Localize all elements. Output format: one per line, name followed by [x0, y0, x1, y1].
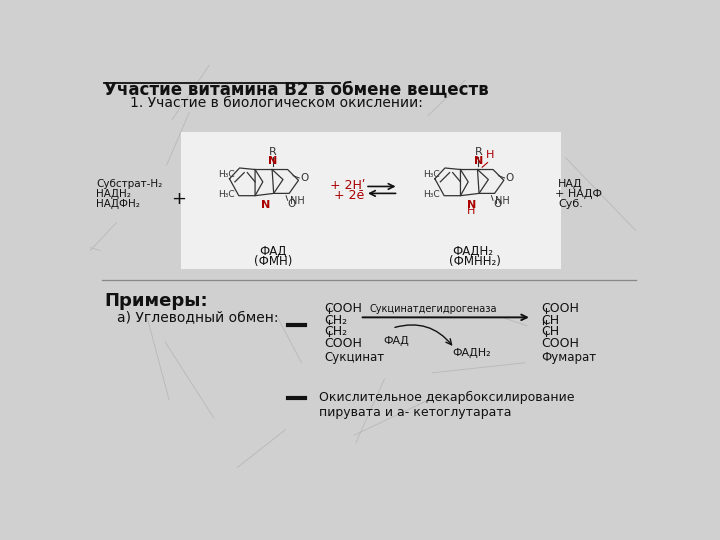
Text: (ФМНН₂): (ФМНН₂) [449, 255, 500, 268]
Text: COOH: COOH [541, 302, 579, 315]
Text: Суб.: Суб. [558, 199, 583, 209]
Text: CH₂: CH₂ [324, 325, 347, 338]
Text: R: R [474, 147, 482, 157]
Text: НАД: НАД [558, 179, 582, 189]
Text: ФАД: ФАД [259, 245, 287, 258]
Text: CH: CH [541, 325, 559, 338]
Text: O: O [287, 199, 296, 209]
Text: а) Углеводный обмен:: а) Углеводный обмен: [117, 311, 279, 325]
Text: ФАДН₂: ФАДН₂ [453, 348, 491, 358]
Text: ФАДН₂: ФАДН₂ [453, 245, 494, 258]
Text: N: N [467, 200, 476, 210]
Text: + 2е̄: + 2е̄ [334, 189, 364, 202]
Text: COOH: COOH [541, 336, 579, 349]
Text: O: O [505, 173, 513, 183]
Text: H₃C: H₃C [218, 190, 235, 199]
Text: N: N [474, 157, 483, 166]
Text: H: H [467, 206, 475, 217]
Text: NH: NH [495, 195, 510, 206]
Text: НАДН₂: НАДН₂ [96, 189, 131, 199]
Text: + 2Hʹ: + 2Hʹ [330, 179, 366, 192]
Text: N: N [261, 200, 271, 210]
Text: NH: NH [290, 195, 305, 206]
Text: Окислительное декарбоксилирование
пирувата и а- кетоглутарата: Окислительное декарбоксилирование пирува… [319, 390, 574, 418]
Text: +: + [171, 190, 186, 207]
Text: + НАДФ: + НАДФ [555, 189, 602, 199]
Text: N: N [269, 157, 277, 166]
Text: O: O [493, 199, 501, 209]
Text: H₃C: H₃C [218, 170, 235, 179]
Text: CH₂: CH₂ [324, 314, 347, 327]
Text: НАДФН₂: НАДФН₂ [96, 199, 140, 209]
Text: H: H [486, 150, 494, 160]
Text: CH: CH [541, 314, 559, 327]
Text: Фумарат: Фумарат [541, 351, 596, 364]
Text: O: O [300, 173, 308, 183]
Text: COOH: COOH [324, 302, 362, 315]
Text: H₃C: H₃C [423, 170, 440, 179]
FancyBboxPatch shape [181, 132, 561, 269]
Text: Субстрат-Н₂: Субстрат-Н₂ [96, 179, 163, 189]
Text: 1. Участие в биологическом окислении:: 1. Участие в биологическом окислении: [130, 96, 423, 110]
Text: Сукцинатдегидрогеназа: Сукцинатдегидрогеназа [369, 303, 497, 314]
Text: R: R [269, 147, 276, 157]
Text: Примеры:: Примеры: [104, 292, 207, 310]
Text: H₃C: H₃C [423, 190, 440, 199]
Text: ФАД: ФАД [383, 336, 409, 346]
Text: COOH: COOH [324, 336, 362, 349]
Text: (ФМН): (ФМН) [254, 255, 292, 268]
Text: Сукцинат: Сукцинат [324, 351, 384, 364]
Text: Участие витамина В2 в обмене веществ: Участие витамина В2 в обмене веществ [104, 80, 489, 98]
